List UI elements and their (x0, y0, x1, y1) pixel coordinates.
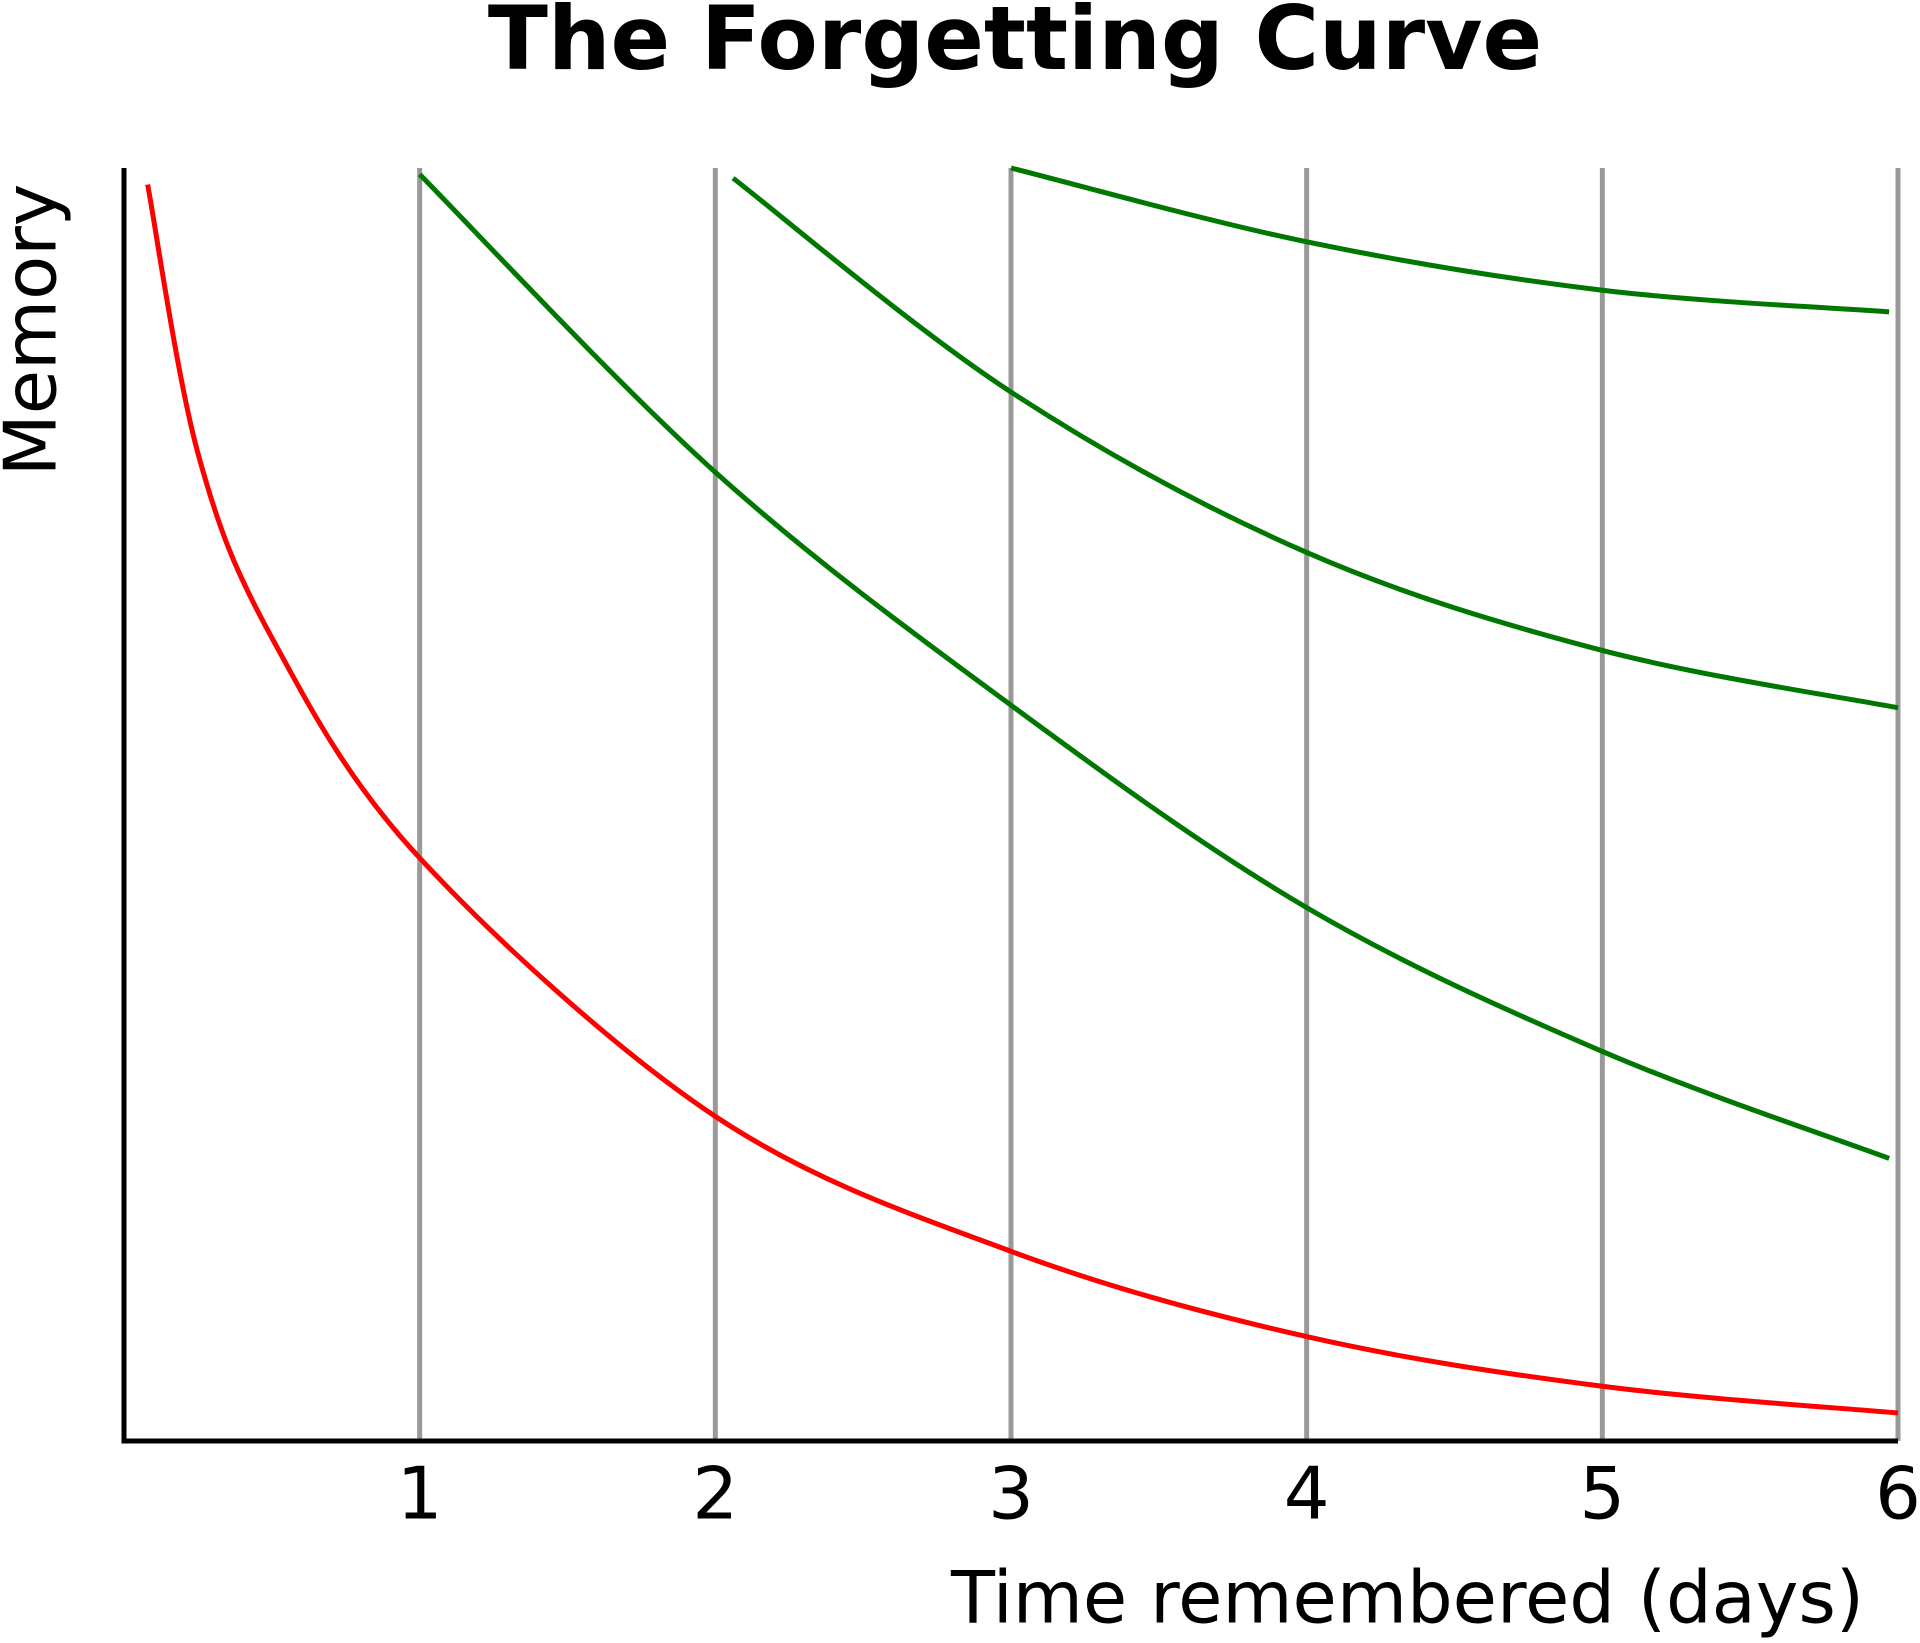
x-tick-label: 2 (692, 1452, 738, 1536)
x-tick-label: 4 (1284, 1452, 1330, 1536)
x-tick-label: 6 (1875, 1452, 1920, 1536)
x-axis-label: Time remembered (days) (950, 1556, 1864, 1640)
x-tick-label: 3 (988, 1452, 1034, 1536)
forgetting-curve (731, 176, 1899, 711)
forgetting-curve (1010, 165, 1890, 315)
forgetting-curve (417, 172, 1891, 1161)
y-axis-label: Memory (0, 184, 73, 477)
axis-line (121, 168, 1898, 1444)
x-tick-label: 5 (1579, 1452, 1625, 1536)
forgetting-curve (145, 184, 1899, 1416)
chart-title: The Forgetting Curve (488, 0, 1542, 90)
x-tick-label: 1 (397, 1452, 443, 1536)
